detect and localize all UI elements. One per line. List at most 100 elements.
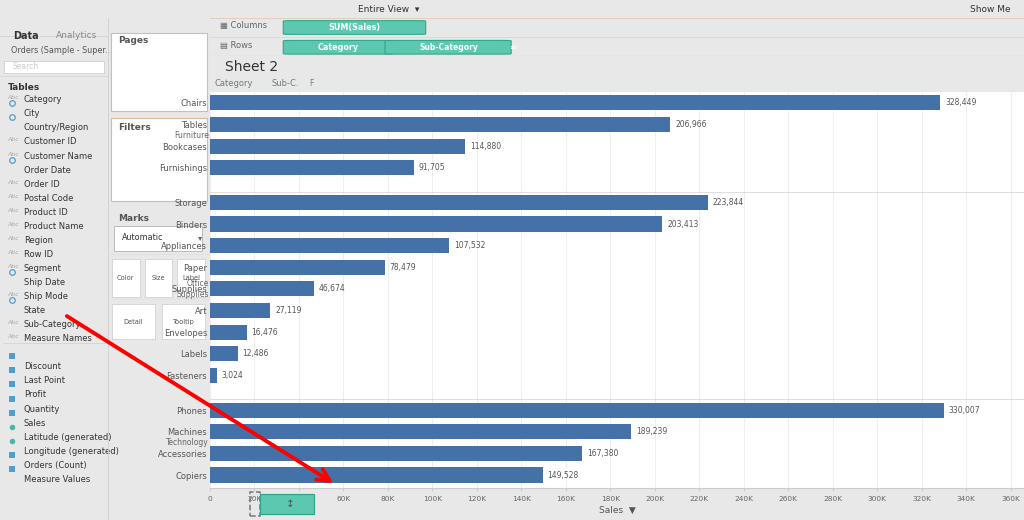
Text: Discount: Discount xyxy=(24,362,60,371)
Bar xyxy=(162,304,205,339)
Text: Entire View  ▾: Entire View ▾ xyxy=(358,5,420,14)
Text: ▾: ▾ xyxy=(198,233,202,242)
Bar xyxy=(210,138,466,154)
Text: Data: Data xyxy=(13,31,39,41)
Text: Technology: Technology xyxy=(166,438,209,447)
FancyBboxPatch shape xyxy=(385,41,511,54)
Text: 78,479: 78,479 xyxy=(389,263,416,272)
Text: Customer ID: Customer ID xyxy=(24,137,76,147)
Bar xyxy=(210,446,583,461)
Text: 167,380: 167,380 xyxy=(587,449,618,458)
Text: Automatic: Automatic xyxy=(122,233,164,242)
Text: Last Point: Last Point xyxy=(24,376,65,385)
Bar xyxy=(210,368,217,383)
FancyBboxPatch shape xyxy=(284,21,426,34)
Bar xyxy=(210,95,940,110)
Text: 206,966: 206,966 xyxy=(675,120,707,129)
Text: Category: Category xyxy=(318,43,359,51)
Text: City: City xyxy=(24,109,40,119)
Text: Country/Region: Country/Region xyxy=(24,123,89,133)
Text: Abc: Abc xyxy=(7,151,19,157)
Text: Furniture: Furniture xyxy=(174,131,209,140)
Text: Orders (Sample - Super...: Orders (Sample - Super... xyxy=(11,46,113,55)
FancyBboxPatch shape xyxy=(114,226,202,252)
Text: Quantity: Quantity xyxy=(24,405,60,413)
Text: Order ID: Order ID xyxy=(24,179,59,189)
Text: Profit: Profit xyxy=(24,391,46,399)
Text: Tables: Tables xyxy=(7,83,40,92)
Bar xyxy=(210,324,247,340)
Text: 46,674: 46,674 xyxy=(318,284,345,293)
Bar xyxy=(4,61,103,73)
Text: Longitude (generated): Longitude (generated) xyxy=(24,447,119,456)
Text: 3,024: 3,024 xyxy=(221,371,244,380)
Text: Abc: Abc xyxy=(7,222,19,227)
Text: Sales: Sales xyxy=(24,419,46,427)
Text: 114,880: 114,880 xyxy=(470,141,502,151)
Bar xyxy=(111,33,207,111)
Text: ≡: ≡ xyxy=(509,43,515,51)
Bar xyxy=(210,259,385,275)
Text: Measure Names: Measure Names xyxy=(24,334,91,343)
Bar xyxy=(210,117,671,132)
Text: Tooltip: Tooltip xyxy=(172,319,195,324)
Text: Sheet 2: Sheet 2 xyxy=(224,60,278,74)
Bar xyxy=(210,216,663,231)
Text: Abc: Abc xyxy=(7,137,19,142)
Bar xyxy=(210,346,238,361)
Bar xyxy=(112,304,155,339)
Text: Latitude (generated): Latitude (generated) xyxy=(24,433,112,441)
Text: SUM(Sales): SUM(Sales) xyxy=(329,23,381,32)
Bar xyxy=(210,238,450,253)
Bar xyxy=(112,259,139,296)
Text: Abc: Abc xyxy=(7,320,19,325)
Text: Row ID: Row ID xyxy=(24,250,53,259)
Text: Product Name: Product Name xyxy=(24,222,83,231)
Text: Measure Values: Measure Values xyxy=(24,475,90,484)
Bar xyxy=(210,467,543,483)
Text: Search: Search xyxy=(13,62,39,71)
Bar xyxy=(210,160,414,175)
Text: Analytics: Analytics xyxy=(56,31,97,40)
Text: Customer Name: Customer Name xyxy=(24,151,92,161)
Text: 203,413: 203,413 xyxy=(668,219,698,228)
Text: Category: Category xyxy=(24,95,62,105)
Text: 330,007: 330,007 xyxy=(949,406,980,414)
Text: Office
Supplies: Office Supplies xyxy=(176,279,209,298)
Text: F: F xyxy=(309,80,313,88)
Text: Color: Color xyxy=(117,275,134,280)
Text: Abc: Abc xyxy=(7,264,19,269)
Text: Abc: Abc xyxy=(7,250,19,255)
Text: Ship Mode: Ship Mode xyxy=(24,292,68,301)
Text: Detail: Detail xyxy=(124,319,143,324)
Text: Show Me: Show Me xyxy=(970,5,1011,14)
Text: 149,528: 149,528 xyxy=(548,471,579,479)
Text: Sub-Category: Sub-Category xyxy=(24,320,81,329)
Text: Orders (Count): Orders (Count) xyxy=(24,461,86,470)
FancyBboxPatch shape xyxy=(284,41,393,54)
Text: Sub-Category: Sub-Category xyxy=(419,43,478,51)
Text: Product ID: Product ID xyxy=(24,208,68,217)
Text: Abc: Abc xyxy=(7,179,19,185)
Bar xyxy=(177,259,205,296)
Text: 27,119: 27,119 xyxy=(275,306,302,315)
Text: Label: Label xyxy=(182,275,200,280)
Text: State: State xyxy=(24,306,46,315)
Text: Abc: Abc xyxy=(7,208,19,213)
Bar xyxy=(210,402,944,418)
Bar xyxy=(210,424,631,439)
Text: Order Date: Order Date xyxy=(24,165,71,175)
Bar xyxy=(144,259,172,296)
Text: 189,239: 189,239 xyxy=(636,427,667,436)
Text: Filters: Filters xyxy=(118,123,151,133)
Bar xyxy=(210,303,270,318)
Bar xyxy=(111,119,207,201)
Text: Abc: Abc xyxy=(7,236,19,241)
Bar xyxy=(260,494,313,514)
Bar xyxy=(210,281,313,296)
Text: 12,486: 12,486 xyxy=(243,349,269,358)
Text: Pages: Pages xyxy=(118,35,148,45)
Text: Region: Region xyxy=(24,236,53,245)
Text: 91,705: 91,705 xyxy=(419,163,445,172)
Text: Marks: Marks xyxy=(118,214,150,223)
